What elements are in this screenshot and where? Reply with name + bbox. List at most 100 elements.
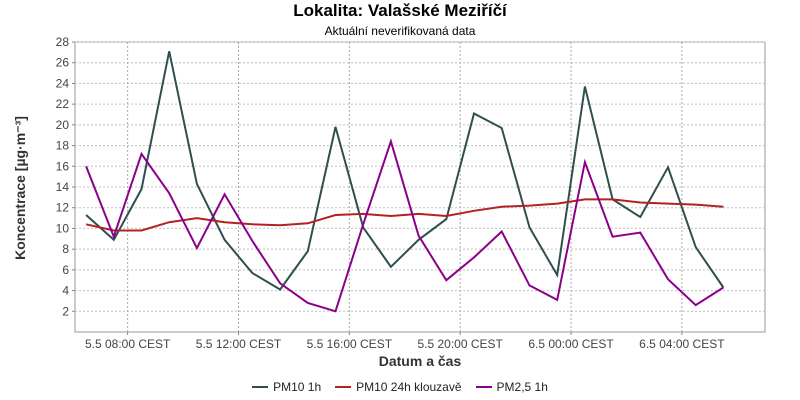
series-point (472, 111, 476, 115)
series-point (638, 215, 642, 219)
series-point (361, 222, 365, 226)
legend-swatch (475, 386, 492, 388)
series-point (333, 213, 337, 217)
series-point (638, 231, 642, 235)
x-tick-label: 5.5 08:00 CEST (85, 337, 171, 351)
y-tick-label: 10 (56, 221, 70, 235)
series-point (223, 192, 227, 196)
series-point (223, 238, 227, 242)
x-tick-label: 6.5 04:00 CEST (639, 337, 725, 351)
legend-item: PM10 24h klouzavě (335, 380, 462, 394)
chart-subtitle: Aktuální neverifikovaná data (324, 24, 476, 38)
series-point (721, 285, 725, 289)
series-point (555, 273, 559, 277)
series-point (555, 298, 559, 302)
y-tick-label: 8 (62, 242, 69, 256)
y-tick-label: 26 (56, 56, 70, 70)
series-point (389, 214, 393, 218)
series-point (583, 160, 587, 164)
series-point (472, 209, 476, 213)
series-point (472, 255, 476, 259)
series-point (694, 245, 698, 249)
series-point (666, 202, 670, 206)
series-point (195, 216, 199, 220)
series-point (333, 125, 337, 129)
y-tick-label: 18 (56, 139, 70, 153)
legend-label: PM2,5 1h (496, 380, 548, 394)
series-point (611, 197, 615, 201)
series-point (333, 309, 337, 313)
legend-swatch (335, 386, 352, 388)
chart-title: Lokalita: Valašské Meziříčí (293, 1, 507, 20)
series-point (666, 165, 670, 169)
series-point (444, 278, 448, 282)
series-point (527, 283, 531, 287)
series-point (500, 230, 504, 234)
legend-swatch (252, 386, 269, 388)
series-point (444, 214, 448, 218)
series-line-2 (85, 138, 724, 313)
series-point (195, 246, 199, 250)
series-point (306, 249, 310, 253)
series-point (140, 187, 144, 191)
series-line-0 (85, 51, 725, 291)
series-point (167, 220, 171, 224)
series-point (361, 212, 365, 216)
y-axis-label: Koncentrace [µg·m⁻³] (12, 116, 28, 260)
x-tick-label: 5.5 20:00 CEST (417, 337, 503, 351)
series-point (583, 85, 587, 89)
x-tick-label: 6.5 00:00 CEST (528, 337, 614, 351)
series-point (84, 222, 88, 226)
series-point (500, 126, 504, 130)
series-point (167, 49, 171, 53)
series-point (84, 164, 88, 168)
x-tick-label: 5.5 12:00 CEST (196, 337, 282, 351)
series-point (306, 301, 310, 305)
y-tick-label: 16 (56, 159, 70, 173)
y-tick-label: 20 (56, 118, 70, 132)
series-point (638, 201, 642, 205)
legend: PM10 1h PM10 24h klouzavě PM2,5 1h (0, 380, 800, 394)
legend-label: PM10 1h (273, 380, 322, 394)
series-point (527, 204, 531, 208)
series-point (140, 229, 144, 233)
legend-label: PM10 24h klouzavě (356, 380, 462, 394)
y-tick-label: 4 (62, 284, 69, 298)
series-point (112, 235, 116, 239)
grid-layer (75, 41, 765, 332)
series-point (417, 234, 421, 238)
series-point (140, 152, 144, 156)
series-point (278, 281, 282, 285)
series-point (278, 223, 282, 227)
series-point (417, 212, 421, 216)
series-point (583, 197, 587, 201)
series-point (278, 288, 282, 292)
series-point (389, 265, 393, 269)
series-point (555, 202, 559, 206)
y-tick-label: 22 (56, 97, 70, 111)
y-tick-label: 14 (56, 180, 70, 194)
series-point (694, 303, 698, 307)
y-tick-label: 2 (62, 304, 69, 318)
x-tick-label: 5.5 16:00 CEST (307, 337, 393, 351)
series-point (389, 139, 393, 143)
series-point (694, 203, 698, 207)
series-point (195, 182, 199, 186)
series-point (721, 205, 725, 209)
series-point (84, 213, 88, 217)
series-point (611, 235, 615, 239)
series-point (527, 225, 531, 229)
series-point (500, 205, 504, 209)
series-point (250, 222, 254, 226)
series-point (306, 221, 310, 225)
y-tick-label: 6 (62, 263, 69, 277)
series-point (666, 277, 670, 281)
series-point (223, 220, 227, 224)
series-point (250, 271, 254, 275)
series-point (250, 239, 254, 243)
y-tick-label: 28 (56, 35, 70, 49)
y-tick-label: 12 (56, 201, 70, 215)
x-axis-label: Datum a čas (379, 353, 462, 369)
